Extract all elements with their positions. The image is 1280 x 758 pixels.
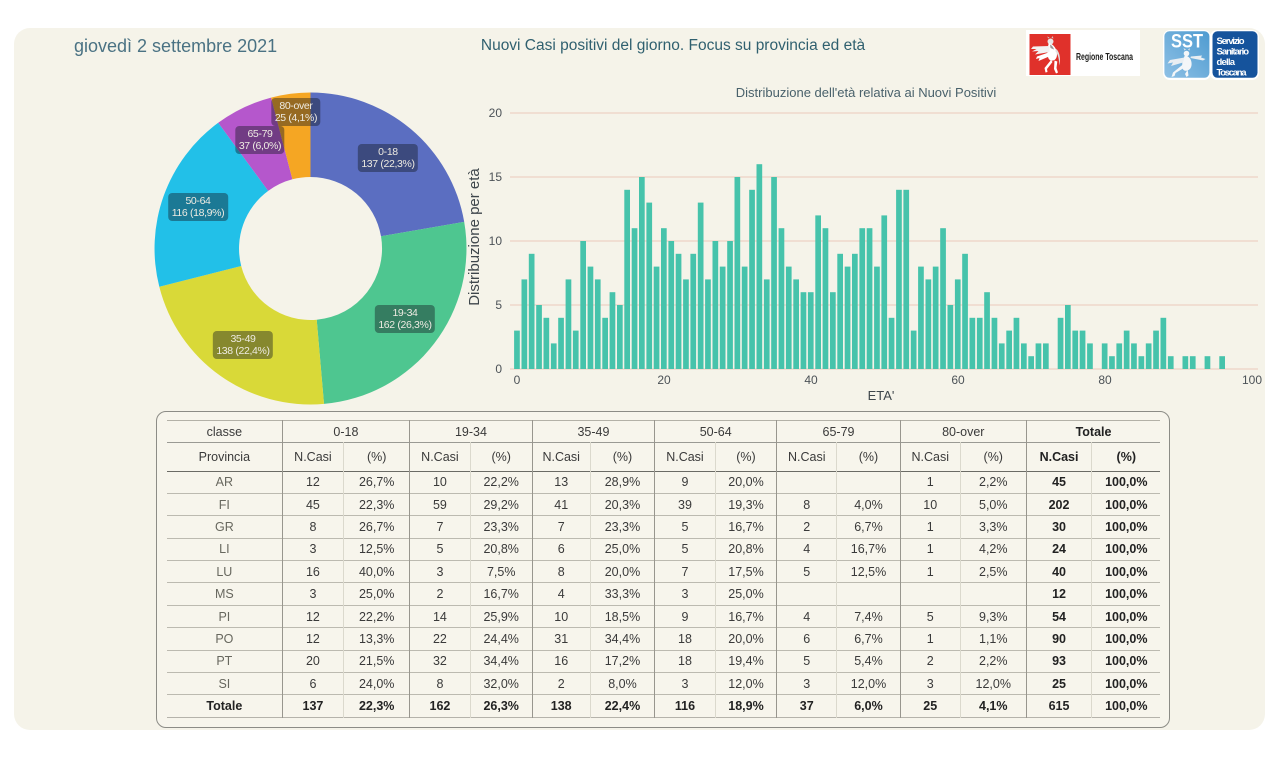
svg-text:0: 0 (495, 362, 502, 376)
svg-text:5: 5 (495, 298, 502, 312)
svg-text:20: 20 (657, 373, 671, 387)
svg-text:0: 0 (514, 373, 521, 387)
svg-text:100: 100 (1242, 373, 1262, 387)
svg-text:10: 10 (489, 234, 503, 248)
svg-text:15: 15 (489, 170, 503, 184)
svg-text:della: della (1217, 57, 1236, 68)
svg-text:Regione Toscana: Regione Toscana (1076, 52, 1133, 63)
svg-text:40: 40 (804, 373, 818, 387)
svg-text:SST: SST (1171, 32, 1203, 53)
svg-text:60: 60 (951, 373, 965, 387)
svg-text:ETA': ETA' (868, 388, 895, 403)
svg-text:80: 80 (1098, 373, 1112, 387)
svg-text:Toscana: Toscana (1217, 68, 1248, 79)
svg-text:20: 20 (489, 106, 503, 120)
svg-text:Distribuzione per età: Distribuzione per età (466, 168, 483, 306)
svg-text:Servizio: Servizio (1217, 36, 1245, 47)
svg-text:Sanitario: Sanitario (1217, 47, 1250, 58)
